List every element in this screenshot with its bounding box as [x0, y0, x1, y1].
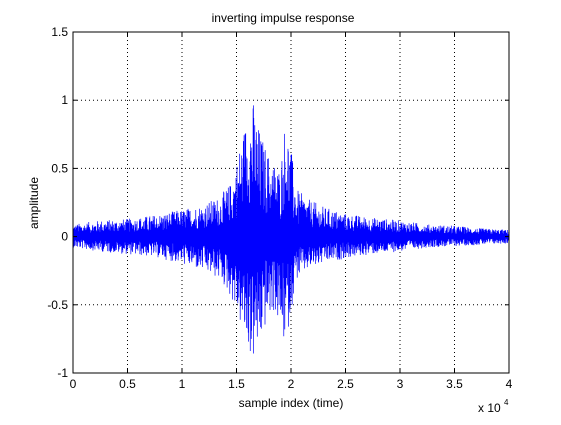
ticks	[72, 31, 510, 374]
x-tick-label: 2	[288, 377, 295, 391]
x-tick-labels: 0 0.5 1 1.5 2 2.5 3 3.5 4	[70, 377, 513, 391]
grid	[73, 32, 509, 373]
x-tick-label: 1	[179, 377, 186, 391]
y-axis-label: amplitude	[27, 177, 41, 229]
y-tick-label: -0.5	[47, 298, 68, 312]
x-tick-label: 2.5	[337, 377, 354, 391]
x-tick-label: 0	[70, 377, 77, 391]
y-tick-label: 1	[61, 93, 68, 107]
x-multiplier-exponent: 4	[504, 398, 509, 407]
y-tick-label: 1.5	[51, 25, 68, 39]
y-tick-label: 0	[61, 230, 68, 244]
y-tick-labels: -1 -0.5 0 0.5 1 1.5	[47, 25, 68, 380]
x-tick-label: 0.5	[119, 377, 136, 391]
x-multiplier-label: x 10	[478, 401, 501, 415]
y-tick-label: 0.5	[51, 161, 68, 175]
plot-area	[72, 105, 510, 354]
signal-line	[72, 105, 510, 354]
x-axis-label: sample index (time)	[239, 396, 344, 410]
chart-title: inverting impulse response	[212, 11, 355, 25]
x-tick-label: 3	[397, 377, 404, 391]
x-tick-label: 1.5	[228, 377, 245, 391]
x-tick-label: 4	[506, 377, 513, 391]
y-tick-label: -1	[57, 366, 68, 380]
x-tick-label: 3.5	[446, 377, 463, 391]
